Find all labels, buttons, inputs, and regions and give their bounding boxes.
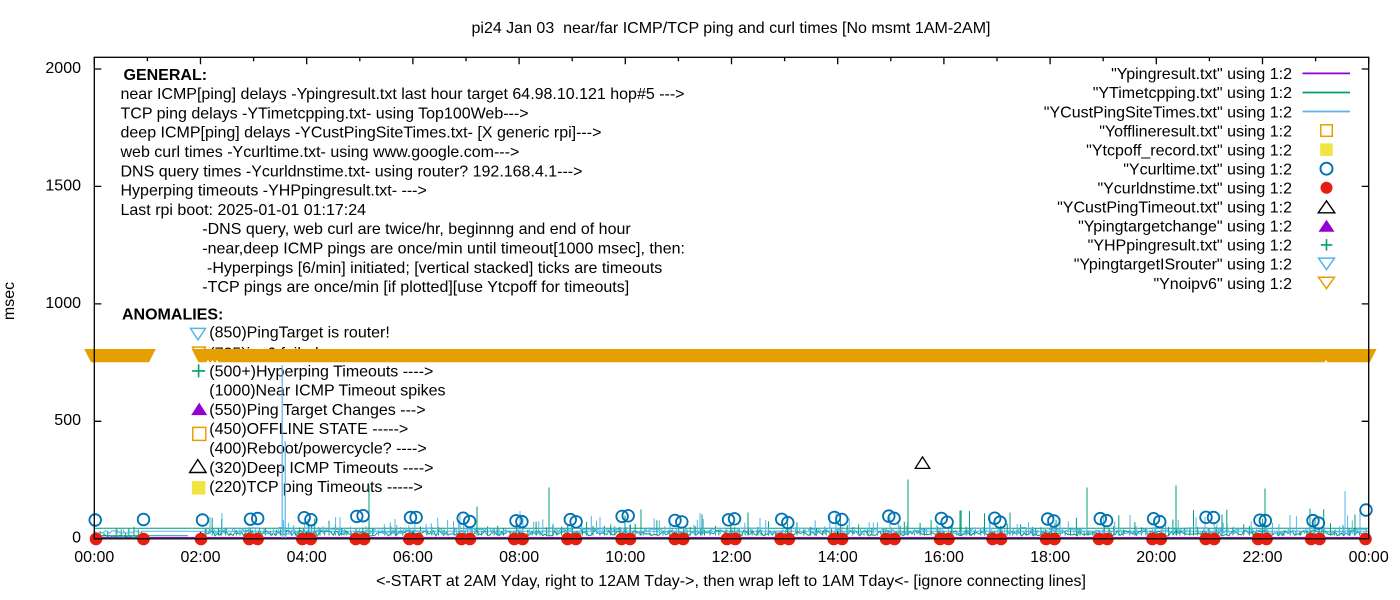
svg-text:"YCustPingTimeout.txt" using 1: "YCustPingTimeout.txt" using 1:2 [1057,200,1292,217]
svg-text:"Ytcpoff_record.txt" using 1:2: "Ytcpoff_record.txt" using 1:2 [1086,142,1292,159]
svg-text:"Ycurldnstime.txt" using 1:2: "Ycurldnstime.txt" using 1:2 [1097,181,1292,198]
svg-text:500: 500 [54,412,81,429]
svg-text:pi24 Jan 03 near/far ICMP/TCP: pi24 Jan 03 near/far ICMP/TCP ping and c… [471,20,990,37]
svg-text:deep ICMP[ping] delays -YCustP: deep ICMP[ping] delays -YCustPingSiteTim… [121,125,602,142]
svg-text:"Ypingresult.txt" using 1:2: "Ypingresult.txt" using 1:2 [1111,66,1292,83]
svg-text:Hyperping timeouts -YHPpingres: Hyperping timeouts -YHPpingresult.txt- -… [121,183,427,200]
svg-text:web curl times -Ycurltime.txt-: web curl times -Ycurltime.txt- using www… [120,144,520,161]
svg-text:02:00: 02:00 [180,549,220,566]
svg-text:(550)Ping Target Changes --->: (550)Ping Target Changes ---> [209,402,425,419]
svg-text:near ICMP[ping] delays -Ypingr: near ICMP[ping] delays -Ypingresult.txt … [121,86,685,103]
svg-text:22:00: 22:00 [1242,549,1282,566]
svg-text:04:00: 04:00 [287,549,327,566]
svg-text:(850)PingTarget is router!: (850)PingTarget is router! [209,325,390,342]
svg-text:ANOMALIES:: ANOMALIES: [122,306,223,323]
svg-text:-near,deep ICMP pings are once: -near,deep ICMP pings are once/min until… [202,241,685,258]
svg-text:(450)OFFLINE STATE ----->: (450)OFFLINE STATE -----> [209,421,408,438]
svg-text:-Hyperpings [6/min] initiated;: -Hyperpings [6/min] initiated; [vertical… [207,260,662,277]
svg-text:00:00: 00:00 [74,549,114,566]
svg-text:"Ypingtargetchange" using 1:2: "Ypingtargetchange" using 1:2 [1078,219,1292,236]
svg-text:20:00: 20:00 [1136,549,1176,566]
svg-text:08:00: 08:00 [499,549,539,566]
svg-text:00:00: 00:00 [1349,549,1389,566]
svg-text:<-START at 2AM Yday, right to: <-START at 2AM Yday, right to 12AM Tday-… [376,573,1086,590]
svg-text:-DNS query, web curl are twice: -DNS query, web curl are twice/hr, begin… [202,221,631,238]
svg-text:06:00: 06:00 [393,549,433,566]
svg-text:"Ynoipv6" using 1:2: "Ynoipv6" using 1:2 [1153,276,1292,293]
svg-text:(320)Deep ICMP Timeouts ---->: (320)Deep ICMP Timeouts ----> [209,460,433,477]
svg-text:(220)TCP ping Timeouts ----->: (220)TCP ping Timeouts -----> [209,479,423,496]
svg-text:14:00: 14:00 [818,549,858,566]
svg-text:2000: 2000 [45,60,81,77]
svg-text:(500+)Hyperping Timeouts ---->: (500+)Hyperping Timeouts ----> [209,363,433,380]
svg-text:Last rpi boot: 2025-01-01 01:1: Last rpi boot: 2025-01-01 01:17:24 [121,202,367,219]
svg-text:0: 0 [72,530,81,547]
svg-text:1000: 1000 [45,295,81,312]
svg-text:1500: 1500 [45,177,81,194]
svg-text:msec: msec [1,282,18,320]
svg-text:18:00: 18:00 [1030,549,1070,566]
svg-text:(1000)Near ICMP Timeout spikes: (1000)Near ICMP Timeout spikes [209,383,445,400]
svg-text:"Ycurltime.txt" using 1:2: "Ycurltime.txt" using 1:2 [1123,162,1292,179]
svg-text:12:00: 12:00 [711,549,751,566]
svg-text:GENERAL:: GENERAL: [124,67,208,84]
svg-text:"YHPpingresult.txt" using 1:2: "YHPpingresult.txt" using 1:2 [1088,238,1292,255]
svg-text:"Yofflineresult.txt" using 1:2: "Yofflineresult.txt" using 1:2 [1099,123,1292,140]
svg-text:10:00: 10:00 [605,549,645,566]
svg-text:"YCustPingSiteTimes.txt" using: "YCustPingSiteTimes.txt" using 1:2 [1044,104,1292,121]
svg-text:16:00: 16:00 [924,549,964,566]
svg-text:"YpingtargetISrouter" using 1:: "YpingtargetISrouter" using 1:2 [1074,257,1292,274]
svg-text:DNS query times -Ycurldnstime.: DNS query times -Ycurldnstime.txt- using… [121,163,583,180]
svg-text:(400)Reboot/powercycle? ---->: (400)Reboot/powercycle? ----> [209,441,426,458]
svg-text:TCP ping delays -YTimetcpping.: TCP ping delays -YTimetcpping.txt- using… [121,105,529,122]
svg-text:"YTimetcpping.txt" using 1:2: "YTimetcpping.txt" using 1:2 [1093,85,1292,102]
svg-text:-TCP pings are once/min [if pl: -TCP pings are once/min [if plotted][use… [202,279,629,296]
